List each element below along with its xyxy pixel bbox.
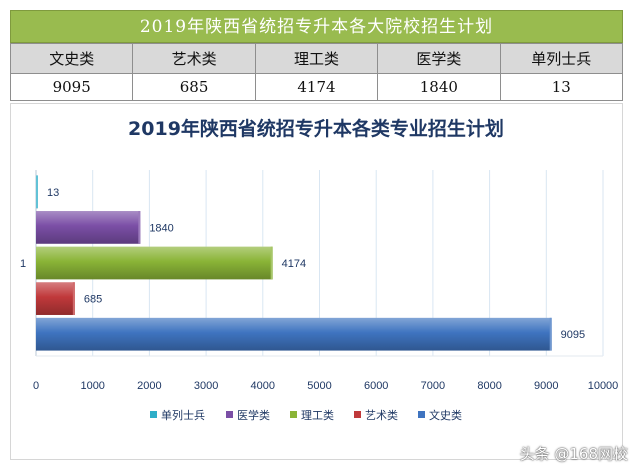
bar-cap — [72, 282, 75, 315]
data-label: 13 — [47, 187, 59, 199]
legend-label: 医学类 — [237, 408, 270, 422]
legend-swatch — [290, 411, 297, 418]
data-label: 685 — [84, 294, 102, 306]
data-label: 4174 — [282, 258, 306, 270]
watermark: 头条 @168网校 — [519, 445, 628, 463]
bar-艺术类 — [36, 282, 75, 315]
legend-swatch — [150, 411, 157, 418]
x-tick-label: 1000 — [80, 380, 104, 392]
bar-cap — [270, 246, 273, 280]
value-cell: 9095 — [9, 73, 134, 101]
data-label: 1840 — [149, 222, 173, 234]
header-cell: 单列士兵 — [499, 43, 624, 74]
bar-chart: 2019年陕西省统招专升本各类专业招生计划 0 1000 2000 3000 4000 50… — [20, 117, 619, 422]
x-tick-label: 2000 — [137, 380, 161, 392]
value-cell: 4174 — [254, 73, 379, 101]
x-tick-label: 0 — [33, 380, 39, 392]
header-cell: 医学类 — [377, 43, 501, 74]
table-header-row: 文史类 艺术类 理工类 医学类 单列士兵 — [9, 43, 624, 74]
x-tick-label: 9000 — [534, 380, 558, 392]
bar-理工类 — [36, 246, 273, 280]
table-row: 9095 685 4174 1840 13 — [9, 73, 624, 101]
value-cell: 13 — [499, 73, 624, 101]
chart-panel: 2019年陕西省统招专升本各类专业招生计划 0 1000 2000 3000 4000 50… — [10, 103, 623, 460]
legend-swatch — [418, 411, 425, 418]
x-tick-label: 4000 — [251, 380, 275, 392]
summary-sheet: 2019年陕西省统招专升本各大院校招生计划 文史类 艺术类 理工类 医学类 单列… — [9, 10, 624, 101]
header-cell: 理工类 — [254, 43, 379, 74]
legend-label: 单列士兵 — [161, 408, 205, 422]
legend-label: 艺术类 — [365, 408, 398, 422]
bar-cap — [138, 211, 141, 244]
data-label: 9095 — [561, 329, 585, 341]
x-tick-label: 8000 — [477, 380, 501, 392]
legend-label: 文史类 — [429, 408, 462, 422]
value-cell: 1840 — [377, 73, 501, 101]
header-cell: 文史类 — [9, 43, 134, 74]
header-cell: 艺术类 — [132, 43, 256, 74]
y-category-label: 1 — [20, 258, 26, 270]
bar-文史类 — [36, 317, 552, 351]
bar-cap — [549, 317, 552, 351]
page-title: 2019年陕西省统招专升本各大院校招生计划 — [10, 10, 623, 43]
legend-swatch — [226, 411, 233, 418]
x-tick-label: 7000 — [421, 380, 445, 392]
legend-swatch — [354, 411, 361, 418]
enrollment-table: 文史类 艺术类 理工类 医学类 单列士兵 9095 685 4174 1840 … — [9, 43, 624, 101]
x-tick-label: 10000 — [588, 380, 619, 392]
bar-医学类 — [36, 211, 141, 244]
x-tick-label: 3000 — [194, 380, 218, 392]
bar-cap — [36, 175, 38, 209]
legend-label: 理工类 — [301, 408, 334, 422]
value-cell: 685 — [132, 73, 256, 101]
x-tick-label: 5000 — [307, 380, 331, 392]
chart-title: 2019年陕西省统招专升本各类专业招生计划 — [128, 117, 504, 140]
x-tick-label: 6000 — [364, 380, 388, 392]
